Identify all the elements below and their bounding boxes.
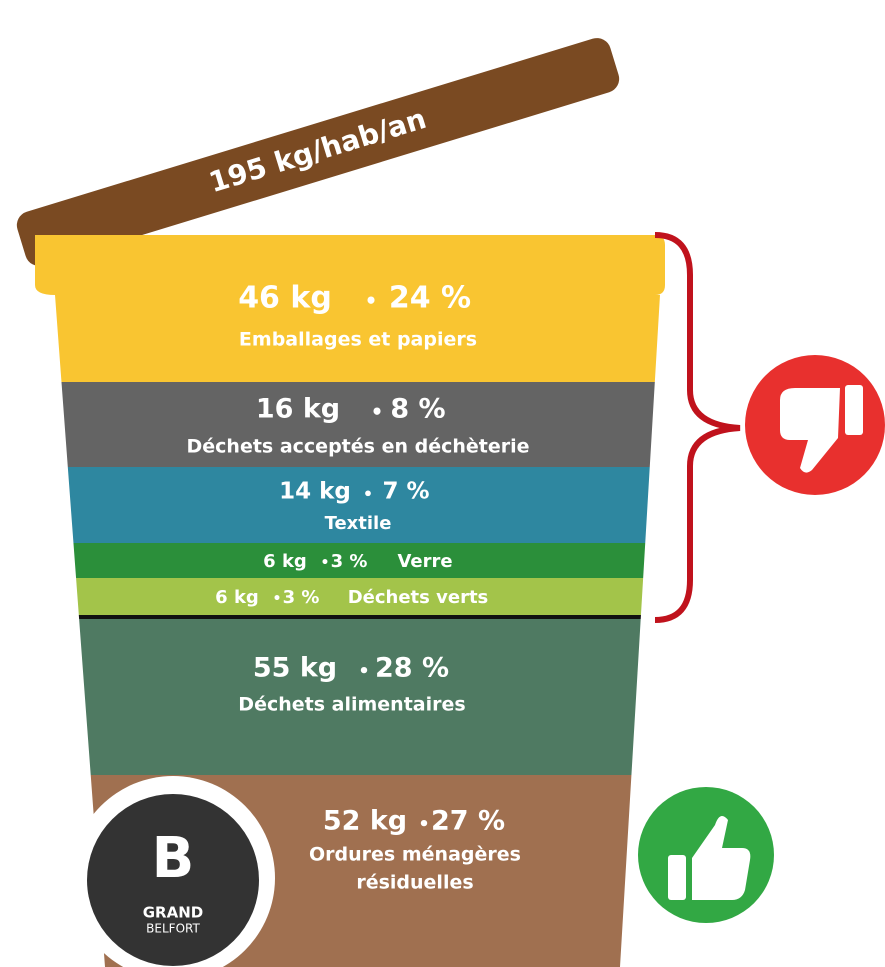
svg-text:•: • xyxy=(273,591,282,607)
layer xyxy=(35,543,665,578)
amount: 16 kg xyxy=(256,394,340,425)
label: Textile xyxy=(325,513,392,534)
svg-text:•: • xyxy=(363,485,373,504)
label: Ordures ménagères xyxy=(309,844,521,866)
svg-text:•: • xyxy=(371,400,384,424)
svg-text:•: • xyxy=(365,289,378,313)
layer xyxy=(35,467,665,543)
svg-text:•: • xyxy=(358,661,370,682)
layer xyxy=(35,382,665,467)
lid-bar xyxy=(16,38,620,266)
label: Déchets alimentaires xyxy=(238,694,465,716)
thumbs-down xyxy=(745,355,885,495)
logo: B GRAND BELFORT xyxy=(71,776,275,967)
logo-text: GRAND xyxy=(143,904,203,922)
layer xyxy=(35,235,665,382)
share: 27 % xyxy=(431,806,505,837)
logo-letter: B xyxy=(152,826,195,891)
svg-text:•: • xyxy=(321,555,330,571)
label: Emballages et papiers xyxy=(239,329,477,351)
share: 8 % xyxy=(390,394,445,425)
amount: 6 kg xyxy=(263,551,307,572)
label: Verre xyxy=(397,551,452,572)
amount: 6 kg xyxy=(215,587,259,608)
layer xyxy=(35,578,665,615)
label: résiduelles xyxy=(356,872,473,894)
svg-text:•: • xyxy=(418,814,430,835)
share: 3 % xyxy=(331,551,368,572)
share: 3 % xyxy=(283,587,320,608)
share: 24 % xyxy=(389,281,471,316)
brace xyxy=(654,232,741,623)
layer xyxy=(35,619,665,775)
amount: 46 kg xyxy=(238,281,332,316)
thumbs-up xyxy=(638,787,774,923)
lid: 195 kg/hab/an xyxy=(16,38,620,266)
label: Déchets verts xyxy=(348,587,489,608)
amount: 52 kg xyxy=(323,806,407,837)
separator xyxy=(35,615,665,619)
share: 28 % xyxy=(375,653,449,684)
layer-texts: 46 kg • 24 % Emballages et papiers 16 kg… xyxy=(187,281,530,894)
logo-text: BELFORT xyxy=(146,922,200,936)
share: 7 % xyxy=(382,479,429,505)
amount: 55 kg xyxy=(253,653,337,684)
label: Déchets acceptés en déchèterie xyxy=(187,436,530,458)
amount: 14 kg xyxy=(279,479,351,505)
